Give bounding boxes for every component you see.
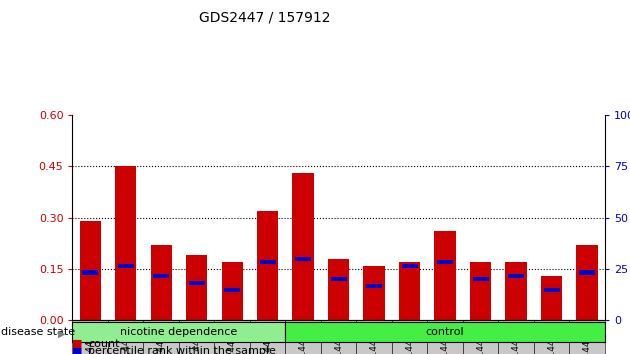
Bar <box>108 320 144 354</box>
Bar <box>437 260 453 264</box>
Bar <box>331 277 346 281</box>
Bar <box>357 320 392 354</box>
Bar <box>401 264 418 268</box>
Bar <box>472 277 489 281</box>
Bar <box>257 211 278 320</box>
Bar <box>399 262 420 320</box>
Bar <box>579 270 595 274</box>
Bar <box>435 232 455 320</box>
Bar <box>295 257 311 261</box>
Bar <box>144 320 179 354</box>
Bar <box>188 281 205 285</box>
Bar <box>151 245 172 320</box>
Bar <box>364 266 385 320</box>
Bar <box>79 221 101 320</box>
Text: count: count <box>88 339 120 349</box>
Text: GDS2447 / 157912: GDS2447 / 157912 <box>199 11 330 25</box>
Bar <box>427 320 463 354</box>
Bar <box>544 287 559 292</box>
Bar <box>392 320 427 354</box>
Bar <box>224 287 240 292</box>
Bar <box>570 320 605 354</box>
Bar <box>576 245 598 320</box>
Text: nicotine dependence: nicotine dependence <box>120 327 238 337</box>
Bar <box>463 320 498 354</box>
Bar <box>72 320 108 354</box>
Bar <box>321 320 357 354</box>
Bar <box>534 320 570 354</box>
Text: ■: ■ <box>72 339 83 349</box>
Text: ■: ■ <box>72 346 83 354</box>
Bar <box>82 270 98 274</box>
Bar <box>222 262 243 320</box>
Bar <box>470 262 491 320</box>
Text: disease state: disease state <box>1 327 76 337</box>
Bar <box>328 259 349 320</box>
Bar <box>115 166 136 320</box>
Bar <box>508 274 524 278</box>
Text: ▶: ▶ <box>58 329 66 339</box>
Bar <box>153 274 169 278</box>
Text: control: control <box>426 327 464 337</box>
Bar <box>250 320 285 354</box>
Bar <box>214 320 250 354</box>
Bar <box>292 173 314 320</box>
Bar <box>285 320 321 354</box>
Bar <box>505 262 527 320</box>
Bar <box>118 264 134 268</box>
Bar <box>498 320 534 354</box>
Bar <box>186 255 207 320</box>
Bar <box>541 276 562 320</box>
Bar <box>179 320 214 354</box>
Bar <box>260 260 276 264</box>
Text: percentile rank within the sample: percentile rank within the sample <box>88 346 276 354</box>
Bar <box>366 284 382 288</box>
